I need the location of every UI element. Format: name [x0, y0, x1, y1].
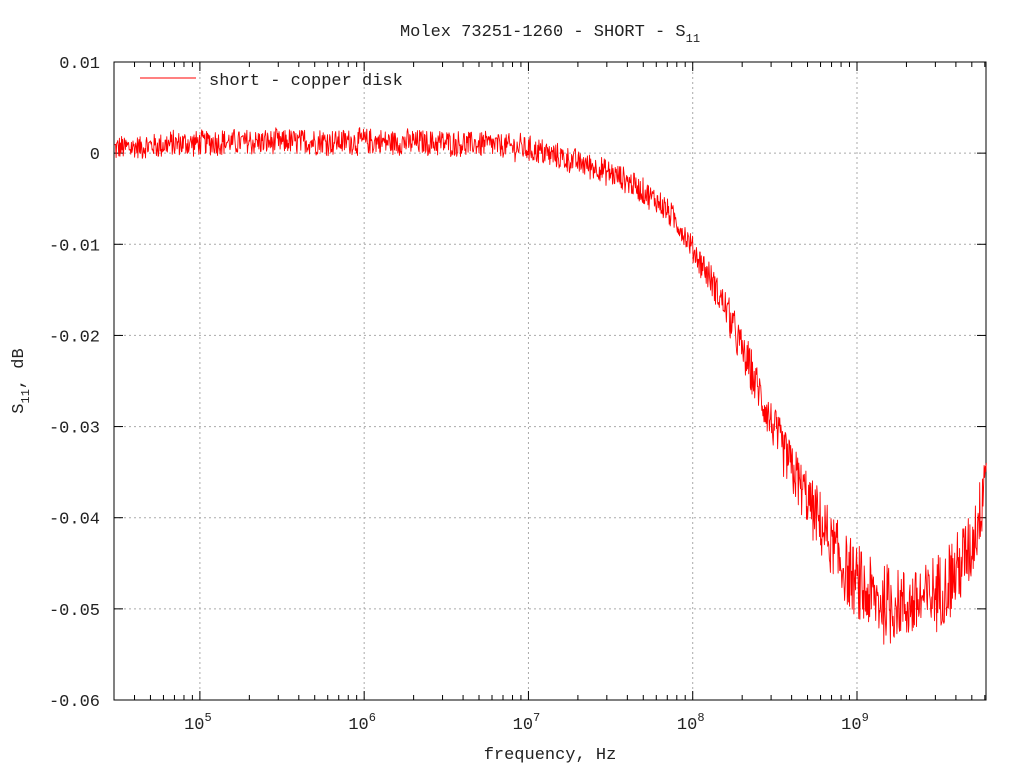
y-tick-label: -0.02	[49, 328, 100, 347]
x-tick-label: 106	[348, 711, 376, 735]
y-tick-label: 0	[90, 146, 100, 165]
x-axis-label: frequency, Hz	[484, 746, 617, 765]
y-tick-label: -0.06	[49, 693, 100, 712]
chart-title: Molex 73251-1260 - SHORT - S11	[400, 23, 700, 46]
series-line	[114, 127, 987, 645]
y-tick-label: -0.04	[49, 511, 100, 530]
series	[114, 127, 987, 645]
legend-label: short - copper disk	[209, 72, 403, 91]
y-tick-label: -0.03	[49, 420, 100, 439]
x-tick-label: 108	[677, 711, 705, 735]
y-tick-label: 0.01	[59, 55, 100, 74]
y-axis-label: S11, dB	[10, 348, 33, 413]
x-tick-label: 105	[184, 711, 212, 735]
plot-frame	[113, 61, 987, 701]
legend: short - copper disk	[140, 72, 403, 91]
x-tick-label: 107	[513, 711, 541, 735]
grid	[114, 62, 986, 700]
y-tick-label: -0.01	[49, 237, 100, 256]
axis-ticks: 0.01 0 -0.01 -0.02 -0.03 -0.04 -0.05 -0.06 105 10…	[49, 55, 986, 735]
x-tick-label: 109	[841, 711, 869, 735]
y-tick-label: -0.05	[49, 602, 100, 621]
